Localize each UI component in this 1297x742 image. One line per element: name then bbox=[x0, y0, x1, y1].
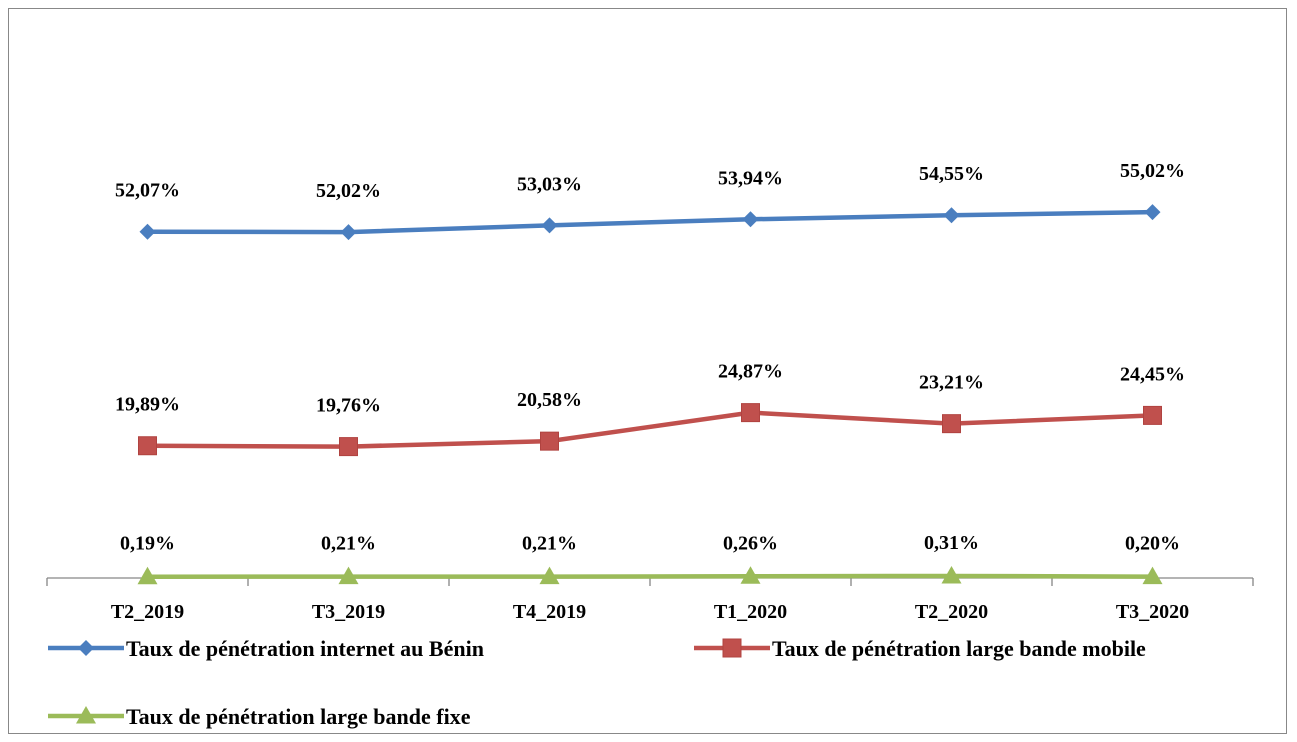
data-point bbox=[1144, 204, 1161, 221]
data-label: 20,58% bbox=[517, 389, 582, 411]
data-point bbox=[541, 217, 558, 234]
x-tick-label: T4_2019 bbox=[513, 601, 586, 623]
data-point bbox=[539, 566, 560, 585]
data-point bbox=[740, 566, 761, 584]
data-label: 0,21% bbox=[321, 533, 376, 555]
x-axis: T2_2019 T3_2019 T4_2019 T1_2020 T2_2020 T3_20… bbox=[46, 577, 1254, 623]
data-label: 19,76% bbox=[316, 395, 381, 417]
data-label: 54,55% bbox=[919, 163, 984, 185]
data-point bbox=[1143, 405, 1162, 425]
data-label: 0,21% bbox=[522, 533, 577, 555]
data-point bbox=[338, 566, 359, 585]
data-point bbox=[742, 211, 759, 228]
data-point bbox=[741, 403, 760, 423]
data-point bbox=[339, 437, 358, 457]
legend-item: Taux de pénétration internet au Bénin bbox=[48, 636, 484, 661]
legend-label: Taux de pénétration internet au Bénin bbox=[126, 636, 484, 661]
legend-item: Taux de pénétration large bande mobile bbox=[694, 636, 1146, 661]
data-label: 0,31% bbox=[924, 532, 979, 554]
data-label: 0,19% bbox=[120, 533, 175, 555]
series-line bbox=[147, 573, 1153, 579]
data-label: 19,89% bbox=[115, 394, 180, 416]
data-point bbox=[941, 565, 962, 584]
legend-marker bbox=[76, 706, 96, 724]
data-point bbox=[942, 414, 961, 434]
x-tick-label: T3_2020 bbox=[1116, 601, 1189, 623]
data-point bbox=[137, 566, 158, 585]
series-line bbox=[147, 209, 1153, 235]
data-label: 53,94% bbox=[718, 167, 783, 189]
legend-label: Taux de pénétration large bande fixe bbox=[126, 704, 471, 729]
data-point bbox=[340, 224, 357, 241]
series-1 bbox=[139, 204, 1161, 241]
x-tick-label: T2_2020 bbox=[915, 601, 988, 623]
series-layer bbox=[137, 204, 1163, 585]
data-label: 23,21% bbox=[919, 372, 984, 394]
legend-marker bbox=[78, 640, 94, 656]
legend-label: Taux de pénétration large bande mobile bbox=[772, 636, 1146, 661]
chart-frame bbox=[8, 8, 1287, 734]
x-tick-label: T1_2020 bbox=[714, 601, 787, 623]
data-point bbox=[1142, 566, 1163, 585]
data-label: 0,26% bbox=[723, 532, 778, 554]
series-3 bbox=[137, 565, 1163, 585]
legend-item: Taux de pénétration large bande fixe bbox=[48, 704, 471, 729]
series-2 bbox=[138, 403, 1162, 457]
data-labels: 52,07% 52,02% 53,03% 53,94% 54,55% 55,02% 19,8… bbox=[115, 160, 1185, 555]
data-label: 55,02% bbox=[1120, 160, 1185, 182]
legend-marker bbox=[722, 638, 742, 658]
data-point bbox=[138, 436, 157, 456]
legend: Taux de pénétration internet au Bénin Tau… bbox=[48, 636, 1146, 729]
data-label: 52,02% bbox=[316, 180, 381, 202]
series-line bbox=[147, 410, 1153, 449]
data-label: 24,45% bbox=[1120, 363, 1185, 385]
data-point bbox=[139, 223, 156, 240]
data-point bbox=[943, 207, 960, 224]
data-label: 52,07% bbox=[115, 180, 180, 202]
data-label: 24,87% bbox=[718, 361, 783, 383]
data-label: 0,20% bbox=[1125, 533, 1180, 555]
data-point bbox=[540, 431, 559, 451]
x-tick-label: T2_2019 bbox=[111, 601, 184, 623]
data-label: 53,03% bbox=[517, 173, 582, 195]
x-tick-label: T3_2019 bbox=[312, 601, 385, 623]
